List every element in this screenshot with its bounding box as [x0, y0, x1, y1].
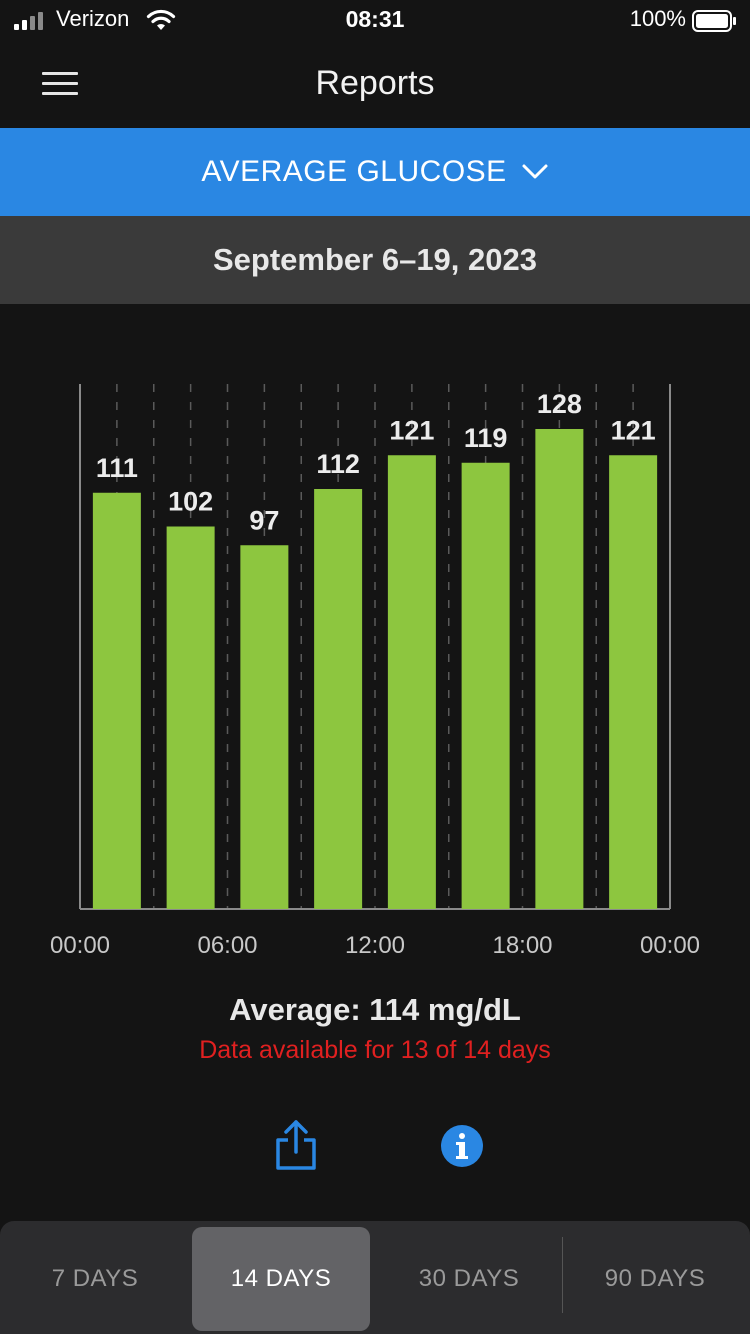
chevron-down-icon [522, 164, 548, 179]
share-icon[interactable] [274, 1118, 318, 1172]
chart-bar [387, 455, 436, 909]
x-tick-label: 18:00 [492, 932, 552, 959]
x-tick-label: 00:00 [50, 932, 110, 959]
data-availability-warning: Data available for 13 of 14 days [199, 1036, 551, 1064]
date-range-bar: September 6–19, 2023 [0, 216, 750, 304]
tab-14-days[interactable]: 14 DAYS [192, 1227, 370, 1331]
bar-value-label: 119 [464, 423, 508, 453]
period-tabs: 7 DAYS 14 DAYS 30 DAYS 90 DAYS [0, 1221, 750, 1334]
bar-value-label: 121 [389, 415, 434, 445]
tab-30-days[interactable]: 30 DAYS [418, 1265, 520, 1292]
bar-value-label: 112 [316, 449, 360, 479]
wifi-icon [146, 9, 176, 30]
chart-bar [461, 462, 510, 909]
bar-value-label: 121 [611, 415, 656, 445]
bar-value-label: 111 [96, 453, 138, 483]
carrier-label: Verizon [56, 6, 130, 31]
signal-icon [14, 12, 43, 30]
battery-percent: 100% [629, 6, 686, 31]
average-value: Average: 114 mg/dL [229, 992, 521, 1027]
chart-bar [314, 489, 363, 909]
chart-bar [535, 429, 584, 909]
x-tick-label: 12:00 [345, 932, 405, 959]
date-range-label: September 6–19, 2023 [213, 242, 537, 277]
tab-90-days[interactable]: 90 DAYS [604, 1265, 706, 1292]
chart-bar [609, 455, 658, 909]
nav-bar: Reports [0, 42, 750, 128]
tab-7-days[interactable]: 7 DAYS [51, 1265, 139, 1292]
chart-bar [240, 545, 289, 909]
bar-value-label: 102 [168, 487, 213, 517]
chart-bar [166, 526, 215, 909]
status-bar: Verizon 08:31 100% [0, 0, 750, 42]
report-type-label: AVERAGE GLUCOSE [201, 155, 507, 188]
hamburger-menu-icon[interactable] [38, 66, 82, 102]
bar-value-label: 97 [249, 505, 279, 535]
battery-icon [692, 10, 736, 32]
report-type-dropdown[interactable]: AVERAGE GLUCOSE [0, 128, 750, 216]
bar-value-label: 128 [537, 389, 582, 419]
x-tick-label: 06:00 [197, 932, 257, 959]
tab-divider [562, 1237, 563, 1313]
page-title: Reports [315, 64, 435, 102]
x-tick-label: 00:00 [640, 932, 700, 959]
chart-bar [92, 492, 141, 909]
chart-svg: 111 102 97 112 121 119 128 121 00:00 06:00 12:00 18… [50, 384, 700, 959]
average-glucose-chart: 111 102 97 112 121 119 128 121 00:00 06:00 12:00 18… [0, 304, 750, 974]
info-icon[interactable] [440, 1124, 484, 1168]
